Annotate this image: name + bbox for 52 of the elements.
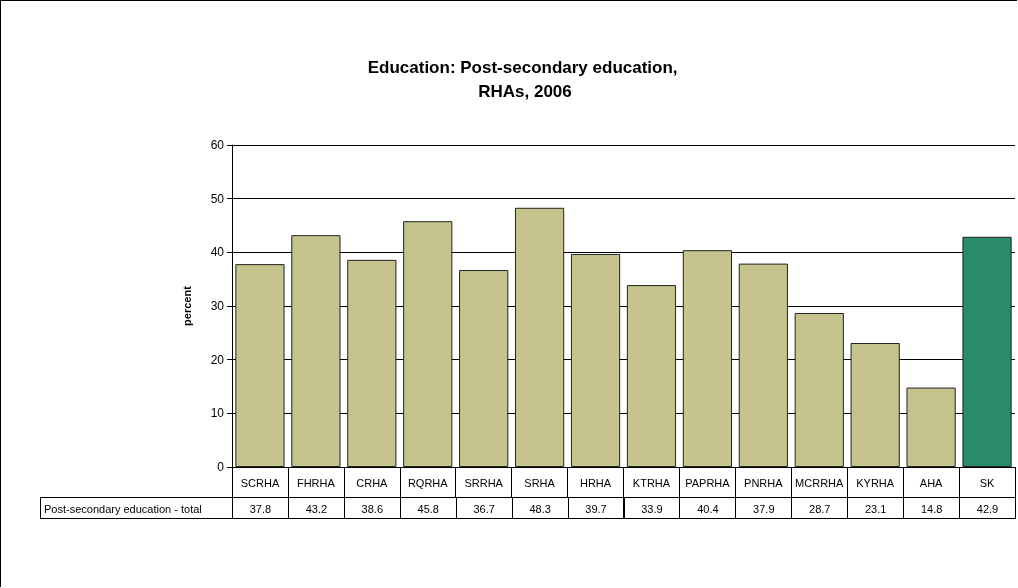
y-tick-label: 20 — [210, 352, 225, 367]
y-tick-label: 30 — [210, 299, 225, 313]
y-tick-label: 40 — [210, 245, 225, 260]
data-label: 37.8 — [232, 497, 289, 519]
data-label: 40.4 — [679, 497, 737, 519]
bar — [906, 387, 956, 467]
text: Post-secondary education - total — [40, 497, 233, 519]
x-tick-label: SRHA — [524, 476, 556, 489]
x-tick-label: RQRHA — [407, 476, 449, 489]
bar — [738, 263, 788, 467]
data-label: 45.8 — [399, 497, 457, 519]
bar — [682, 250, 732, 467]
bar — [235, 264, 285, 467]
data-label: 28.7 — [791, 497, 849, 519]
chart-title: Education: Post-secondary education, RHAs, 2006 — [367, 57, 683, 101]
x-tick-label: FHRHA — [296, 476, 336, 489]
bar — [626, 285, 677, 467]
x-tick-label: SRRHA — [464, 476, 504, 489]
y-tick-label: 10 — [210, 406, 225, 421]
data-label: 39.7 — [567, 497, 625, 519]
bar — [347, 259, 397, 467]
x-tick-label: PNRHA — [744, 476, 784, 489]
bar — [962, 236, 1012, 467]
data-label: 33.9 — [623, 497, 681, 519]
x-tick-label: AHA — [919, 476, 944, 489]
y-tick-label: 50 — [210, 191, 225, 206]
bar — [291, 235, 341, 467]
data-label: 42.9 — [959, 497, 1016, 519]
x-tick-label: MCRRHA — [795, 476, 845, 489]
y-tick-label: 60 — [210, 138, 225, 152]
x-tick-label: KTRHA — [632, 476, 671, 489]
data-label: 48.3 — [511, 497, 569, 519]
y-tick-label: 0 — [217, 460, 225, 474]
bar — [794, 312, 844, 467]
x-tick-label: KYRHA — [856, 476, 895, 489]
bar — [850, 343, 900, 467]
bar — [459, 270, 509, 467]
x-tick-label: HRHA — [579, 476, 612, 489]
y-axis-title: percent — [180, 285, 193, 326]
data-label: 14.8 — [903, 497, 961, 519]
data-label: 37.9 — [735, 497, 793, 519]
data-label: 36.7 — [455, 497, 513, 519]
bar — [515, 207, 565, 467]
x-tick-label: SCRHA — [240, 476, 280, 489]
data-label: 23.1 — [847, 497, 905, 519]
x-tick-label: SK — [979, 476, 996, 489]
x-tick-label: CRHA — [356, 476, 389, 489]
bar — [570, 253, 621, 467]
x-tick-label: PAPRHA — [685, 476, 731, 489]
data-label: 38.6 — [343, 497, 401, 519]
bar — [403, 221, 453, 467]
data-label: 43.2 — [287, 497, 345, 519]
